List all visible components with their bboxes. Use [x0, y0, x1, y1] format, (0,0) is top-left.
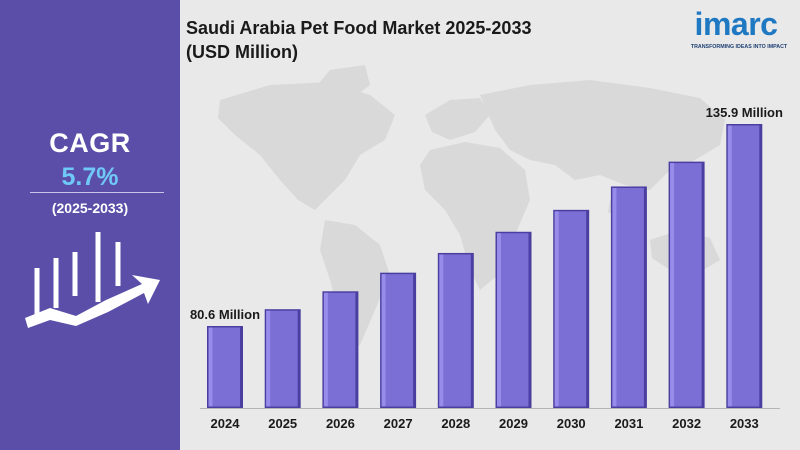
bar-2028 [437, 252, 474, 408]
bar-highlight [497, 233, 501, 407]
bar-highlight [323, 292, 328, 407]
cagr-period: (2025-2033) [51, 200, 129, 216]
bar-highlight [727, 125, 732, 407]
x-tick-label: 2024 [211, 416, 241, 431]
bar-growth-arrow-icon [25, 232, 160, 328]
data-label: 80.6 Million [190, 307, 260, 322]
x-tick-label: 2027 [384, 416, 413, 431]
bar-2031 [610, 186, 647, 408]
bar-2033 [726, 124, 763, 408]
chart-title-line1: Saudi Arabia Pet Food Market 2025-2033 [186, 18, 532, 38]
bar-highlight [266, 310, 271, 407]
data-label: 135.9 Million [706, 105, 783, 120]
bar-2032 [668, 161, 705, 408]
bar-highlight [208, 327, 213, 407]
x-tick-label: 2028 [441, 416, 470, 431]
bar-face [208, 327, 240, 407]
bar-2030 [553, 209, 590, 408]
chart-title: Saudi Arabia Pet Food Market 2025-2033 (… [186, 16, 531, 64]
bar-highlight [612, 187, 617, 407]
x-tick-label: 2031 [614, 416, 643, 431]
x-tick-label: 2029 [499, 416, 528, 431]
logo-wordmark: imarc [694, 6, 778, 42]
cagr-divider [30, 192, 164, 193]
bar-face [612, 187, 644, 407]
bar-highlight [670, 163, 675, 407]
x-tick-label: 2030 [557, 416, 586, 431]
x-tick-label: 2033 [730, 416, 759, 431]
x-tick-label: 2025 [268, 416, 297, 431]
bar-face [323, 292, 356, 407]
cagr-panel: CAGR 5.7% (2025-2033) [0, 0, 180, 450]
x-tick-label: 2032 [672, 416, 701, 431]
bar-face [497, 233, 529, 407]
bar-2024 [207, 326, 243, 408]
chart-title-line2: (USD Million) [186, 42, 298, 62]
bar-2027 [380, 272, 417, 408]
bar-chart: 2024 80.6 Million 2025 2026 2027 2028 2029 2030… [190, 105, 783, 431]
bar-face [266, 310, 298, 407]
logo-tagline: TRANSFORMING IDEAS INTO IMPACT [690, 44, 788, 50]
imarc-logo: imarc TRANSFORMING IDEAS INTO IMPACT [684, 6, 794, 54]
bar-face [727, 125, 760, 407]
bar-highlight [554, 211, 559, 407]
bar-face [439, 254, 471, 407]
cagr-label: CAGR [49, 128, 131, 158]
bar-highlight [381, 274, 386, 407]
x-tick-label: 2026 [326, 416, 355, 431]
bar-2029 [495, 231, 532, 408]
bar-face [554, 211, 587, 407]
bar-2026 [322, 291, 359, 408]
bar-2025 [264, 309, 301, 408]
cagr-value: 5.7% [61, 163, 119, 191]
bar-face [381, 274, 414, 407]
bar-face [670, 163, 702, 407]
bar-highlight [439, 254, 444, 407]
